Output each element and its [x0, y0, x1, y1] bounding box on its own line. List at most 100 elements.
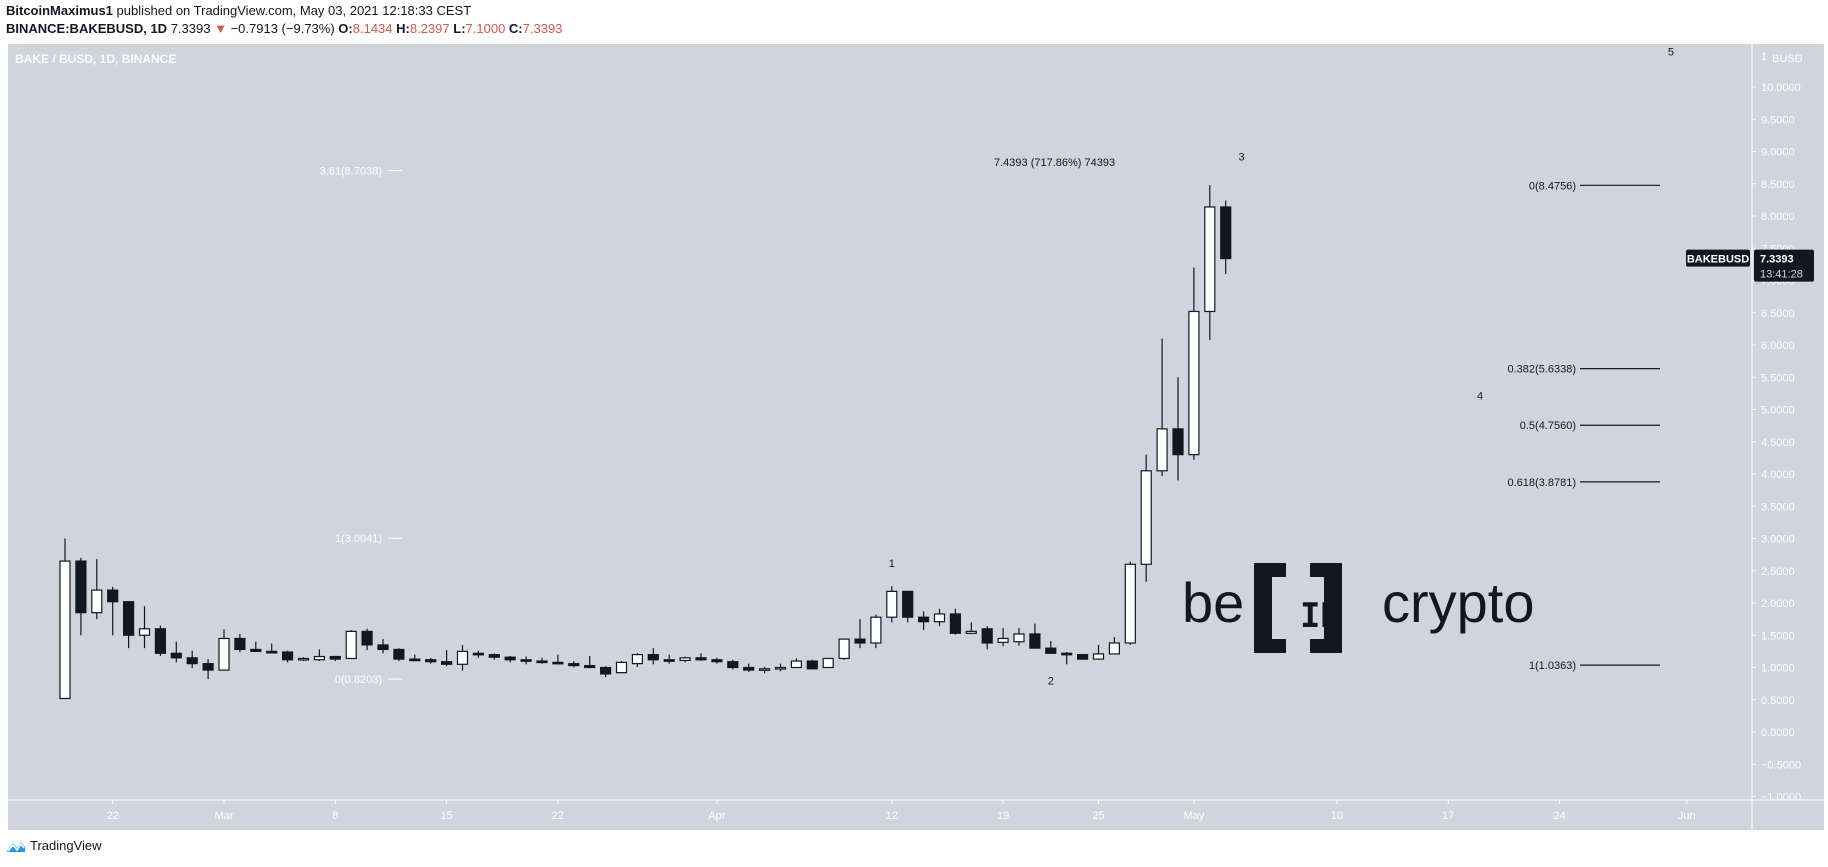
- candle-body[interactable]: [75, 560, 87, 614]
- candle-body[interactable]: [949, 613, 962, 634]
- watermark-bracket-left: [1254, 639, 1286, 653]
- publish-text: published on TradingView.com, May 03, 20…: [116, 3, 472, 18]
- candle-body[interactable]: [138, 628, 151, 636]
- candle-body[interactable]: [838, 638, 850, 660]
- candle-body[interactable]: [266, 650, 278, 654]
- candle-body[interactable]: [202, 663, 214, 671]
- candle-body[interactable]: [520, 659, 532, 662]
- candle-body[interactable]: [456, 650, 469, 665]
- low-label: L:: [453, 21, 466, 36]
- candle-body[interactable]: [1013, 633, 1025, 643]
- candle-body[interactable]: [107, 589, 119, 603]
- candle-body[interactable]: [1029, 633, 1041, 649]
- candle-body[interactable]: [313, 655, 325, 661]
- candle-body[interactable]: [218, 637, 230, 671]
- candle-body[interactable]: [91, 589, 103, 614]
- candle-body[interactable]: [806, 660, 818, 670]
- candle-body[interactable]: [727, 661, 739, 669]
- candle-body[interactable]: [1140, 470, 1152, 565]
- candle-body[interactable]: [663, 659, 675, 662]
- candle-body[interactable]: [59, 560, 71, 700]
- candle-body[interactable]: [1156, 428, 1168, 472]
- candle-body[interactable]: [631, 653, 644, 665]
- wave-label: 3: [1239, 152, 1245, 164]
- candle-body[interactable]: [743, 666, 755, 671]
- candle-body[interactable]: [234, 637, 246, 651]
- candle-body[interactable]: [170, 652, 182, 659]
- candle-body[interactable]: [599, 666, 612, 675]
- candle-body[interactable]: [154, 628, 166, 654]
- candle-body[interactable]: [1061, 652, 1073, 656]
- candle-body[interactable]: [981, 628, 993, 644]
- watermark-bracket-left: [1254, 563, 1286, 577]
- footer-brand[interactable]: TradingView: [30, 838, 102, 853]
- candle-body[interactable]: [425, 659, 437, 663]
- candle-body[interactable]: [1188, 310, 1200, 456]
- wave-label: 1: [889, 558, 895, 570]
- candle-body[interactable]: [1220, 206, 1232, 260]
- candle-body[interactable]: [377, 644, 389, 651]
- candle-body[interactable]: [917, 616, 930, 623]
- candle-body[interactable]: [965, 630, 977, 634]
- time-tick-label: 17: [1442, 810, 1454, 822]
- candle-body[interactable]: [1045, 647, 1057, 654]
- candle-body[interactable]: [933, 613, 946, 623]
- candle-body[interactable]: [870, 616, 882, 644]
- candle-body[interactable]: [186, 657, 198, 665]
- candle-body[interactable]: [1204, 206, 1216, 313]
- fib-level-label: 1(1.0363): [1529, 660, 1576, 672]
- candle-body[interactable]: [1076, 653, 1089, 660]
- candle-body[interactable]: [1108, 642, 1121, 655]
- candle-body[interactable]: [393, 648, 405, 660]
- candle-body[interactable]: [615, 661, 628, 674]
- time-tick-label: Apr: [708, 810, 725, 822]
- candle-body[interactable]: [854, 638, 866, 644]
- close-label: C:: [508, 21, 523, 36]
- candle-body[interactable]: [361, 630, 373, 646]
- candle-body[interactable]: [1092, 653, 1105, 660]
- candle-body[interactable]: [441, 661, 453, 665]
- candle-body[interactable]: [488, 653, 500, 658]
- candle-body[interactable]: [297, 657, 310, 661]
- price-tick-label: 10.0000: [1761, 82, 1801, 94]
- candle-body[interactable]: [902, 590, 914, 618]
- watermark-bracket-right: [1310, 563, 1342, 577]
- price-tick-label: 0.0000: [1761, 727, 1795, 739]
- candle-body[interactable]: [345, 630, 357, 660]
- candle-body[interactable]: [250, 648, 262, 652]
- price-tick-label: 3.5000: [1761, 501, 1795, 513]
- candle-body[interactable]: [679, 657, 691, 662]
- candle-body[interactable]: [1172, 428, 1184, 456]
- candle-body[interactable]: [997, 637, 1009, 643]
- price-tick-label: 8.0000: [1761, 211, 1795, 223]
- candle-body[interactable]: [647, 653, 659, 661]
- candle-body[interactable]: [774, 666, 787, 670]
- time-tick-label: 25: [1092, 810, 1104, 822]
- candle-body[interactable]: [409, 658, 421, 662]
- time-tick-label: 24: [1553, 810, 1565, 822]
- candle-body[interactable]: [282, 651, 294, 661]
- wave-label: 4: [1477, 390, 1483, 402]
- candle-body[interactable]: [790, 660, 803, 669]
- candle-body[interactable]: [536, 660, 548, 664]
- candle-body[interactable]: [584, 664, 596, 669]
- candle-body[interactable]: [504, 656, 516, 661]
- candle-body[interactable]: [822, 657, 834, 669]
- candle-body[interactable]: [122, 601, 135, 636]
- candle-body[interactable]: [472, 652, 484, 656]
- author-name[interactable]: BitcoinMaximus1: [6, 3, 113, 18]
- candle-body[interactable]: [552, 661, 564, 665]
- price-tick-label: 1.0000: [1761, 663, 1795, 675]
- candle-body[interactable]: [329, 655, 341, 660]
- price-tick-label: 2.0000: [1761, 598, 1795, 610]
- candle-body[interactable]: [758, 668, 771, 671]
- candle-body[interactable]: [711, 659, 723, 663]
- candle-body[interactable]: [695, 657, 707, 661]
- candle-body[interactable]: [1124, 563, 1136, 644]
- price-tick-label: −0.5000: [1761, 759, 1801, 771]
- wave-label: 5: [1668, 47, 1674, 59]
- candle-body[interactable]: [886, 590, 898, 618]
- chart-pane[interactable]: [8, 44, 1824, 830]
- candle-body[interactable]: [568, 663, 580, 667]
